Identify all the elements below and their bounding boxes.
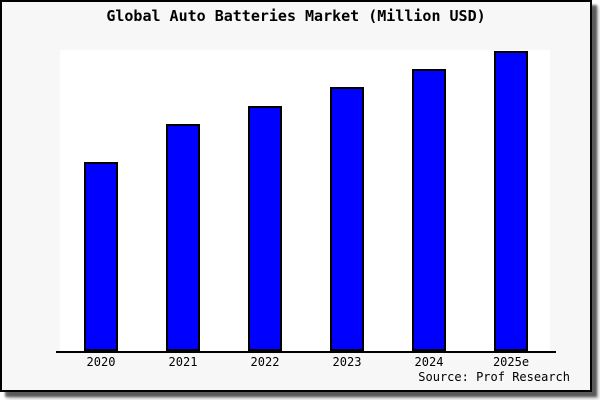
bar-2020: [84, 162, 118, 351]
x-tick-label-2023: 2023: [332, 355, 362, 369]
bar-2021: [166, 124, 200, 351]
x-tick-label-2022: 2022: [250, 355, 280, 369]
chart-title: Global Auto Batteries Market (Million US…: [106, 7, 486, 25]
x-tick-label-2021: 2021: [168, 355, 198, 369]
x-tick-label-2020: 2020: [86, 355, 116, 369]
x-tick-label-2024: 2024: [414, 355, 444, 369]
bar-2025e: [494, 51, 528, 351]
source-label: Source: Prof Research: [418, 370, 570, 384]
bar-2024: [412, 69, 446, 351]
plot-area: [60, 50, 550, 351]
bar-2022: [248, 106, 282, 351]
chart-card: Global Auto Batteries Market (Million US…: [0, 0, 592, 392]
x-tick-label-2025e: 2025e: [492, 355, 530, 369]
x-axis-line: [56, 351, 556, 353]
bar-2023: [330, 87, 364, 351]
